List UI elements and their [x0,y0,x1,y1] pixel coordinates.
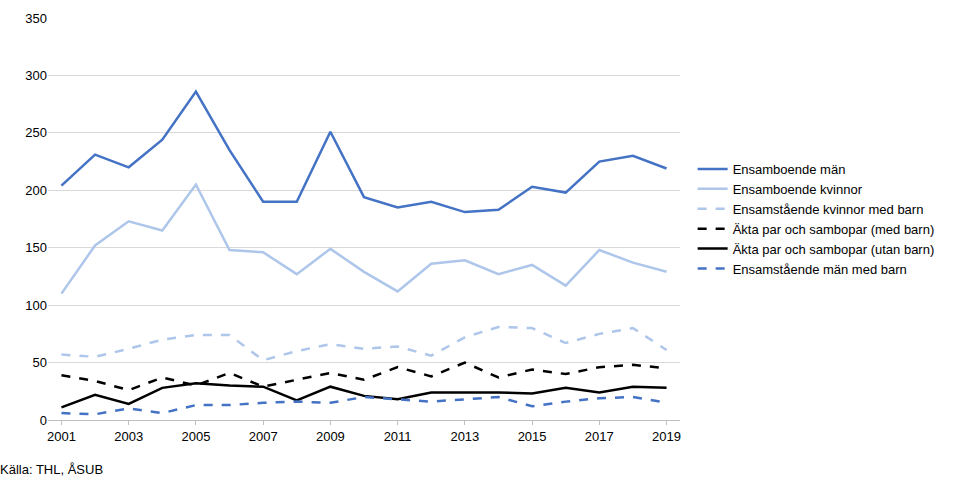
svg-text:Källa: THL, ÅSUB: Källa: THL, ÅSUB [0,462,103,477]
svg-text:350: 350 [25,11,47,26]
svg-text:100: 100 [25,298,47,313]
svg-text:50: 50 [33,355,47,370]
svg-text:2013: 2013 [450,429,479,444]
svg-text:200: 200 [25,183,47,198]
svg-text:Ensamboende män: Ensamboende män [733,162,846,177]
svg-text:150: 150 [25,240,47,255]
svg-text:250: 250 [25,125,47,140]
svg-text:Äkta par och sambopar (med bar: Äkta par och sambopar (med barn) [733,222,935,237]
svg-text:2015: 2015 [518,429,547,444]
svg-text:Äkta par och sambopar (utan ba: Äkta par och sambopar (utan barn) [733,242,935,257]
svg-text:2007: 2007 [249,429,278,444]
svg-text:2017: 2017 [585,429,614,444]
svg-text:0: 0 [40,413,47,428]
svg-text:Ensamstående män med barn: Ensamstående män med barn [733,262,907,277]
svg-text:2005: 2005 [181,429,210,444]
svg-text:2001: 2001 [47,429,76,444]
svg-text:2003: 2003 [114,429,143,444]
svg-text:300: 300 [25,68,47,83]
svg-text:Ensamboende kvinnor: Ensamboende kvinnor [733,182,863,197]
svg-text:2011: 2011 [384,429,412,444]
svg-text:Ensamstående kvinnor med barn: Ensamstående kvinnor med barn [733,202,924,217]
svg-text:2019: 2019 [652,429,681,444]
svg-text:2009: 2009 [316,429,345,444]
